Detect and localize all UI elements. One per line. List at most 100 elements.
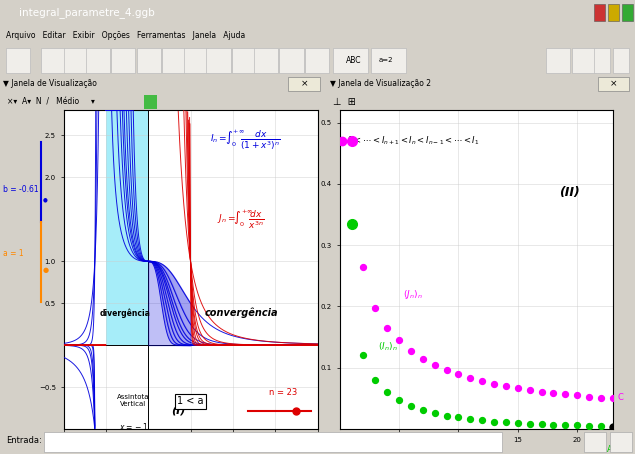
Text: Entrada:: Entrada:	[6, 436, 42, 445]
Bar	[162, 48, 186, 73]
Point	[608, 423, 618, 430]
Bar	[44, 431, 502, 451]
Point	[406, 402, 416, 410]
Bar	[6, 48, 30, 73]
Point	[584, 422, 594, 429]
Point	[572, 392, 582, 399]
Text: ×▾  A▾  N  /   Médio     ▾: ×▾ A▾ N / Médio ▾	[6, 97, 102, 106]
Bar	[254, 48, 278, 73]
Bar	[622, 4, 633, 21]
Point	[406, 347, 416, 354]
Bar	[305, 48, 329, 73]
Bar	[137, 48, 161, 73]
Bar	[610, 431, 632, 451]
Bar	[206, 48, 231, 73]
Bar	[608, 4, 619, 21]
Point	[501, 382, 511, 390]
Point	[358, 263, 368, 270]
Point	[489, 380, 499, 387]
Bar	[598, 77, 629, 91]
Text: Arquivo   Editar   Exibir   Opções   Ferramentas   Janela   Ajuda: Arquivo Editar Exibir Opções Ferramentas…	[6, 31, 246, 39]
Text: 1 < a: 1 < a	[177, 396, 204, 406]
Text: ABC: ABC	[346, 56, 362, 64]
Point	[489, 418, 499, 425]
Text: $0 < \cdots < I_{n+1} < I_n < I_{n-1} < \cdots < I_1$: $0 < \cdots < I_{n+1} < I_n < I_{n-1} < …	[347, 135, 479, 147]
Point	[560, 390, 570, 398]
Text: $J_n = \!\!\int_0^{+\infty}\!\! \dfrac{dx}{x^{3n}}$: $J_n = \!\!\int_0^{+\infty}\!\! \dfrac{d…	[217, 207, 265, 231]
Point	[394, 397, 404, 404]
Bar	[572, 48, 596, 73]
Text: a = 1: a = 1	[3, 249, 23, 258]
Point	[572, 422, 582, 429]
Bar	[288, 77, 321, 91]
Text: Assintota
Vertical: Assintota Vertical	[117, 394, 150, 407]
Point	[441, 412, 451, 419]
Bar	[41, 48, 65, 73]
Bar	[232, 48, 256, 73]
Text: A: A	[607, 445, 613, 454]
Bar	[594, 4, 605, 21]
Bar	[64, 48, 88, 73]
Text: b = -0.61: b = -0.61	[3, 186, 39, 194]
Point	[347, 220, 357, 227]
Point	[418, 406, 428, 414]
Point	[382, 389, 392, 396]
Point	[549, 389, 559, 396]
Point	[525, 420, 535, 427]
Polygon shape	[106, 110, 148, 345]
Point	[596, 422, 606, 429]
Text: $(J_n)_n$: $(J_n)_n$	[403, 288, 422, 301]
Text: $x = -1$: $x = -1$	[119, 421, 148, 432]
Point	[394, 336, 404, 344]
Point	[453, 370, 464, 378]
Text: ×: ×	[300, 79, 308, 89]
Point	[418, 355, 428, 362]
Point	[596, 394, 606, 401]
Text: a=2: a=2	[378, 57, 393, 63]
Bar	[111, 48, 135, 73]
Bar	[613, 48, 629, 73]
Bar	[144, 95, 157, 109]
Text: C: C	[617, 393, 624, 402]
Bar	[279, 48, 304, 73]
Text: ▼ Janela de Visualização 2: ▼ Janela de Visualização 2	[330, 79, 431, 89]
Text: integral_parametre_4.ggb: integral_parametre_4.ggb	[19, 7, 155, 18]
Point	[382, 324, 392, 331]
Text: ●: ●	[43, 197, 47, 202]
Point	[525, 386, 535, 394]
Point	[608, 395, 618, 402]
Text: convergência: convergência	[204, 307, 278, 318]
Bar	[584, 431, 606, 451]
Bar	[594, 48, 610, 73]
Bar	[333, 48, 368, 73]
Point	[358, 352, 368, 359]
Point	[537, 388, 547, 395]
Point	[584, 393, 594, 400]
Bar	[86, 48, 110, 73]
Text: ▼ Janela de Visualização: ▼ Janela de Visualização	[3, 79, 97, 89]
Point	[453, 414, 464, 421]
Text: ⊥  ⊞: ⊥ ⊞	[333, 97, 356, 107]
Text: (II): (II)	[559, 186, 580, 199]
Text: $(I_n)_n$: $(I_n)_n$	[378, 340, 398, 353]
Point	[501, 419, 511, 426]
Point	[370, 304, 380, 311]
Bar	[184, 48, 208, 73]
Point	[441, 366, 451, 373]
Point	[370, 376, 380, 384]
Point	[537, 420, 547, 428]
Point	[477, 417, 487, 424]
Point	[512, 385, 523, 392]
Text: $I_n = \!\!\int_0^{+\infty}\!\! \dfrac{dx}{(1+x^3)^n}$: $I_n = \!\!\int_0^{+\infty}\!\! \dfrac{d…	[210, 127, 281, 152]
Text: (I): (I)	[171, 406, 186, 416]
Point	[549, 421, 559, 429]
Point	[347, 138, 357, 145]
Point	[465, 415, 476, 423]
Point	[465, 374, 476, 381]
Point	[430, 410, 440, 417]
Bar	[546, 48, 570, 73]
Point	[477, 377, 487, 384]
Text: n = 23: n = 23	[269, 389, 297, 398]
Point	[512, 419, 523, 427]
Bar	[371, 48, 406, 73]
